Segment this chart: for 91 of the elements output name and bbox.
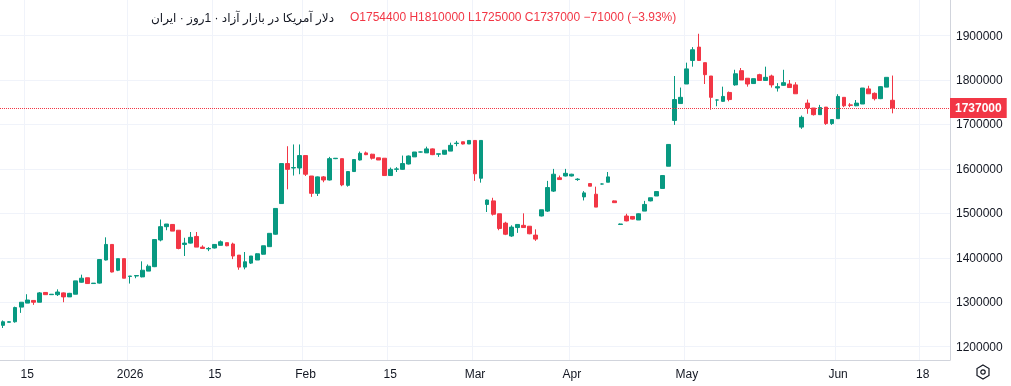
candlestick [818,104,822,116]
candlestick [128,275,132,285]
candlestick [104,236,108,261]
x-tick-label: Feb [295,367,317,381]
candlestick [733,69,738,87]
y-tick-label: 1900000 [956,28,1004,43]
candlestick [836,93,840,120]
y-tick-label: 1300000 [956,295,1004,310]
candlestick [594,186,598,208]
candlestick [690,46,695,68]
candlestick [757,73,762,81]
candlestick [430,147,435,156]
candlestick [243,251,247,270]
candlestick [588,183,592,187]
candlestick [830,119,834,126]
candlestick [654,191,659,197]
candlestick [110,243,114,273]
candlestick [1,319,5,329]
candlestick [340,158,344,187]
candlestick [279,163,284,205]
candlestick [648,197,653,202]
candlestick [660,174,665,189]
text: دلار آمریکا در بازار آزاد · 1روز · ایران [150,10,335,26]
candlestick [61,291,66,303]
x-tick-label: Mar [464,367,486,381]
candlestick [769,74,774,89]
text: O1754400 H1810000 L1725000 C1737000 −71000 (−3.93%) [350,10,677,24]
candlestick [842,96,846,108]
candlestick [37,291,42,303]
candlestick [751,78,756,85]
candlestick [461,141,465,145]
candlestick [799,115,804,130]
candlestick [666,143,671,167]
candlestick [122,258,126,279]
candlestick [618,223,623,226]
candlestick [364,151,368,156]
candlestick [315,175,320,197]
candlestick [697,33,701,61]
candlestick [237,254,241,271]
candlestick [533,228,538,242]
x-tick-label: Jun [828,367,848,381]
candlestick [231,242,235,260]
x-tick-label: 15 [383,367,398,381]
y-tick-label: 1500000 [956,206,1004,221]
candlestick [636,212,641,221]
y-tick-label: 1200000 [956,339,1004,354]
candlestick [454,140,459,147]
candlestick [703,62,707,85]
candlestick [43,291,48,296]
candlestick [606,171,610,183]
x-tick-label: Apr [562,367,582,381]
candlestick [775,82,780,93]
candlestick [557,175,562,181]
candlestick [684,62,689,85]
candlestick [479,139,483,184]
candlestick [116,258,120,272]
x-tick-label: 15 [20,367,35,381]
candlestick [7,320,11,323]
candlestick [285,145,290,190]
candlestick [582,190,586,201]
ref-line-label: 1737000 [955,101,1003,115]
candlestick [763,66,768,81]
candlestick [358,151,362,161]
candlestick [467,139,471,145]
candlestick [346,171,350,188]
candlestick [321,175,326,183]
candlestick [575,177,580,182]
y-tick-label: 1400000 [956,250,1004,265]
candlestick [352,158,356,173]
candlestick [721,86,725,103]
candlestick [225,242,229,247]
x-tick-label: 18 [916,367,930,381]
candlestick [612,199,617,204]
candlestick [642,200,647,212]
y-tick-label: 1800000 [956,73,1004,87]
candlestick [473,139,477,182]
candlestick [485,199,489,213]
x-tick-label: 2026 [116,367,144,381]
candlestick [31,299,36,306]
y-tick-label: 1700000 [956,117,1004,132]
candlestick [781,69,786,87]
candlestick [727,91,732,102]
candlestick [249,255,253,265]
candlestick [85,277,90,285]
x-tick-label: 15 [208,367,222,381]
candlestick [303,155,308,177]
candlestick [13,306,17,324]
y-tick-label: 1600000 [956,161,1004,176]
candlestick [848,102,853,108]
x-tick-label: May [675,367,699,381]
candlestick [309,175,314,198]
